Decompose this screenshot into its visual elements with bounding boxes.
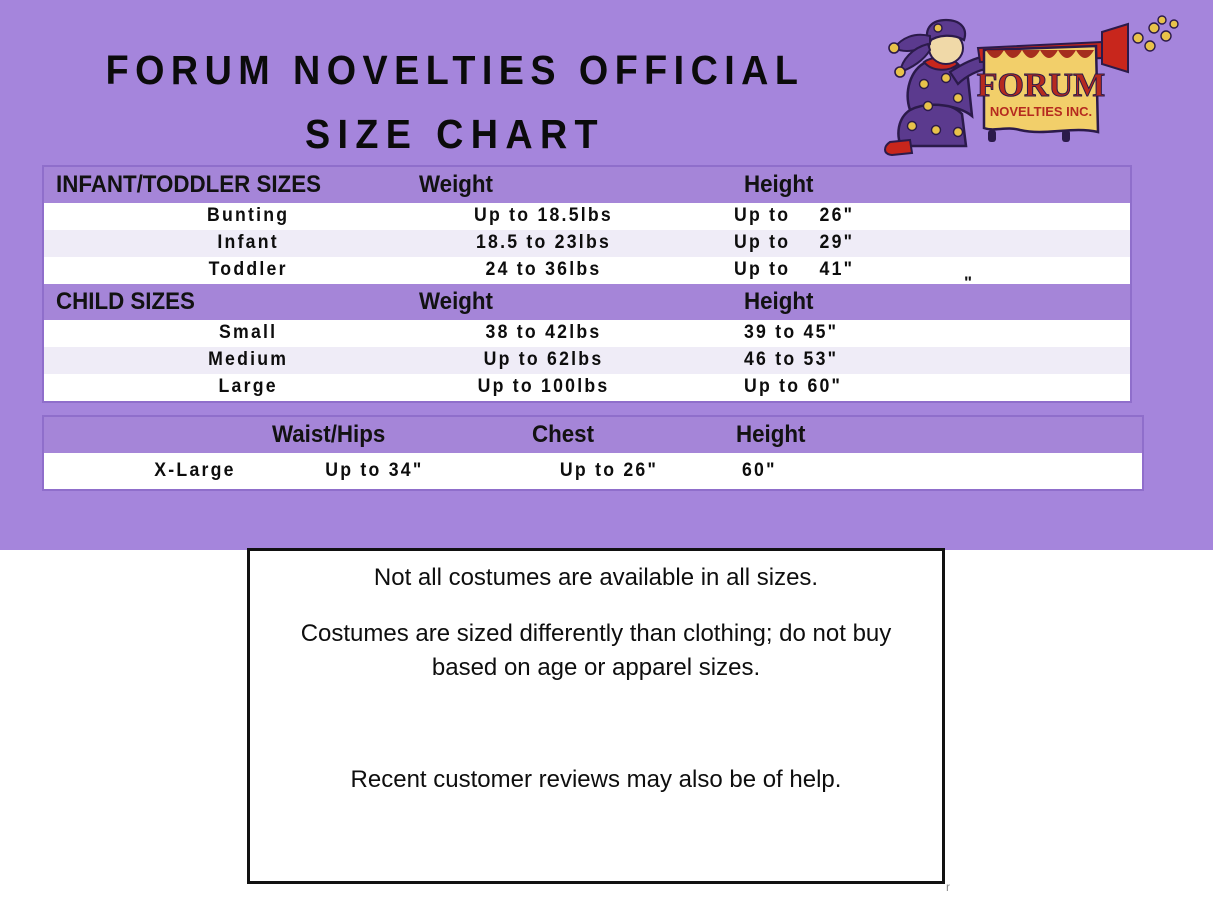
- note-line-2: Costumes are sized differently than clot…: [300, 620, 892, 647]
- cell-height: Up to 26": [734, 203, 976, 230]
- cell-height-prefix: Up to: [734, 205, 791, 226]
- table-header-row-child: CHILD SIZES Weight Height: [44, 284, 1130, 320]
- section-child: CHILD SIZES Weight Height Small 38 to 42…: [44, 284, 1130, 401]
- header-category-child: CHILD SIZES: [56, 288, 195, 315]
- table-header-row-infant: INFANT/TODDLER SIZES Weight Height: [44, 167, 1130, 203]
- table-row: Large Up to 100lbs Up to 60": [44, 374, 1130, 401]
- cell-height: 39 to 45": [744, 322, 839, 343]
- cell-height-prefix: Up to: [734, 232, 791, 253]
- size-chart-table-main: INFANT/TODDLER SIZES Weight Height Bunti…: [42, 165, 1132, 403]
- scan-artifact-mark: r: [946, 880, 950, 894]
- cell-height: 60": [742, 460, 777, 481]
- cell-weight: 24 to 36lbs: [485, 259, 602, 280]
- logo-brand-text: FORUM: [977, 67, 1105, 104]
- cell-weight: Up to 18.5lbs: [473, 205, 613, 226]
- cell-category: Bunting: [206, 205, 290, 226]
- logo-subtitle-text: NOVELTIES INC.: [990, 104, 1092, 119]
- note-line-3: based on age or apparel sizes.: [431, 654, 761, 681]
- cell-height: Up to 29": [734, 230, 976, 257]
- header-chest-xlarge: Chest: [532, 421, 595, 448]
- scan-artifact-quote: ": [964, 273, 973, 292]
- header-waist-hips-xlarge: Waist/Hips: [272, 421, 386, 448]
- header-weight-infant: Weight: [419, 171, 493, 198]
- cell-waist-hips: Up to 34": [325, 460, 424, 481]
- page-title: FORUM NOVELTIES OFFICIAL SIZE CHART: [60, 38, 850, 166]
- title-line-1: FORUM NOVELTIES OFFICIAL: [105, 47, 805, 93]
- table-header-row-xlarge: Waist/Hips Chest Height: [44, 417, 1142, 453]
- cell-weight: Up to 62lbs: [483, 349, 604, 370]
- note-line-1: Not all costumes are available in all si…: [373, 564, 819, 591]
- table-row: Bunting Up to 18.5lbs Up to 26": [44, 203, 1130, 230]
- header-height-infant: Height: [744, 171, 814, 198]
- table-row: Medium Up to 62lbs 46 to 53": [44, 347, 1130, 374]
- cell-height: Up to 60": [744, 376, 843, 397]
- size-chart-table-xlarge: Waist/Hips Chest Height X-Large Up to 34…: [42, 415, 1144, 491]
- header-weight-child: Weight: [419, 288, 493, 315]
- title-line-2: SIZE CHART: [305, 111, 605, 157]
- cell-height-value: 29": [819, 232, 855, 253]
- header-height-child: Height: [744, 288, 814, 315]
- cell-height: Up to 41": [734, 257, 976, 284]
- cell-chest: Up to 26": [559, 460, 659, 481]
- forum-novelties-logo: FORUM NOVELTIES INC.: [866, 14, 1186, 159]
- cell-weight: Up to 100lbs: [477, 376, 610, 397]
- cell-category: X-Large: [154, 460, 236, 481]
- cell-weight: 38 to 42lbs: [485, 322, 602, 343]
- header-category-infant: INFANT/TODDLER SIZES: [56, 171, 321, 198]
- cell-category: Medium: [208, 349, 289, 370]
- jester-herald-trumpet-banner-icon: FORUM NOVELTIES INC.: [884, 15, 1179, 157]
- table-row: X-Large Up to 34" Up to 26" 60": [44, 453, 1142, 489]
- purple-banner: FORUM NOVELTIES OFFICIAL SIZE CHART: [0, 0, 1213, 550]
- cell-height: 46 to 53": [744, 349, 839, 370]
- cell-category: Infant: [217, 232, 279, 253]
- table-row: Infant 18.5 to 23lbs Up to 29": [44, 230, 1130, 257]
- section-infant-toddler: INFANT/TODDLER SIZES Weight Height Bunti…: [44, 167, 1130, 284]
- note-line-4: Recent customer reviews may also be of h…: [350, 766, 842, 793]
- cell-height-value: 41": [819, 259, 855, 280]
- table-row: Small 38 to 42lbs 39 to 45": [44, 320, 1130, 347]
- cell-weight: 18.5 to 23lbs: [475, 232, 612, 253]
- disclaimer-note-box: Not all costumes are available in all si…: [247, 548, 945, 884]
- cell-category: Small: [218, 322, 278, 343]
- cell-category: Large: [218, 376, 278, 397]
- header-height-xlarge: Height: [736, 421, 806, 448]
- cell-height-value: 26": [819, 205, 855, 226]
- cell-category: Toddler: [208, 259, 288, 280]
- cell-height-prefix: Up to: [734, 259, 791, 280]
- table-row: Toddler 24 to 36lbs Up to 41": [44, 257, 1130, 284]
